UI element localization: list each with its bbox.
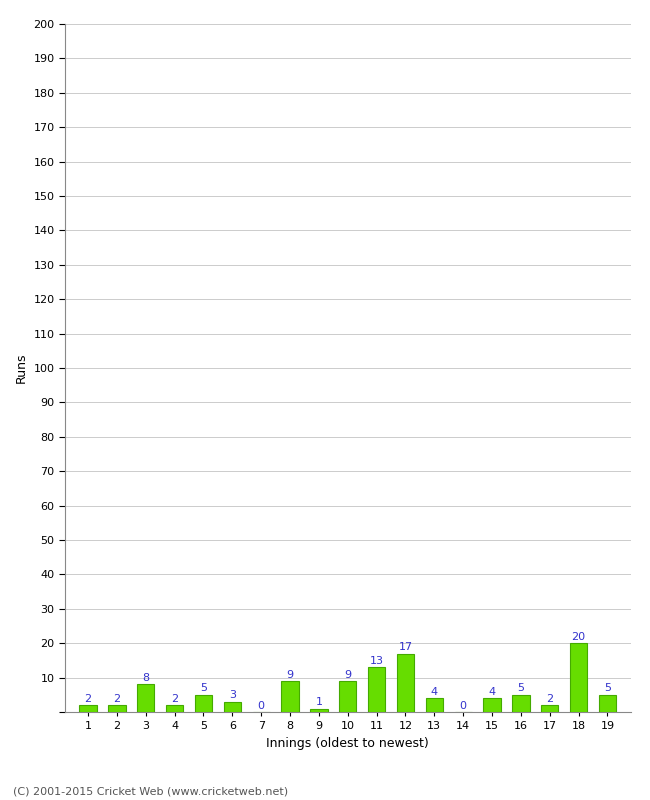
Text: 5: 5 xyxy=(517,683,525,694)
Bar xyxy=(195,694,212,712)
Text: 0: 0 xyxy=(460,701,467,710)
X-axis label: Innings (oldest to newest): Innings (oldest to newest) xyxy=(266,737,429,750)
Y-axis label: Runs: Runs xyxy=(15,353,28,383)
Text: 13: 13 xyxy=(370,656,384,666)
Bar xyxy=(79,705,97,712)
Bar xyxy=(339,681,356,712)
Text: 2: 2 xyxy=(171,694,178,704)
Text: 8: 8 xyxy=(142,673,150,683)
Bar xyxy=(281,681,299,712)
Text: 5: 5 xyxy=(604,683,611,694)
Text: 2: 2 xyxy=(113,694,120,704)
Bar xyxy=(570,643,587,712)
Bar xyxy=(426,698,443,712)
Text: 2: 2 xyxy=(84,694,92,704)
Bar xyxy=(368,667,385,712)
Bar xyxy=(137,685,155,712)
Bar xyxy=(396,654,414,712)
Text: 9: 9 xyxy=(287,670,294,680)
Text: 1: 1 xyxy=(315,697,322,707)
Bar xyxy=(512,694,530,712)
Text: 0: 0 xyxy=(257,701,265,710)
Text: 4: 4 xyxy=(488,687,495,697)
Text: 2: 2 xyxy=(546,694,553,704)
Bar xyxy=(599,694,616,712)
Text: 4: 4 xyxy=(431,687,438,697)
Bar xyxy=(224,702,241,712)
Bar xyxy=(109,705,125,712)
Text: 9: 9 xyxy=(344,670,351,680)
Bar xyxy=(166,705,183,712)
Text: 3: 3 xyxy=(229,690,236,700)
Text: 17: 17 xyxy=(398,642,413,652)
Bar xyxy=(310,709,328,712)
Bar xyxy=(541,705,558,712)
Text: (C) 2001-2015 Cricket Web (www.cricketweb.net): (C) 2001-2015 Cricket Web (www.cricketwe… xyxy=(13,786,288,796)
Bar xyxy=(484,698,501,712)
Text: 20: 20 xyxy=(571,632,586,642)
Text: 5: 5 xyxy=(200,683,207,694)
